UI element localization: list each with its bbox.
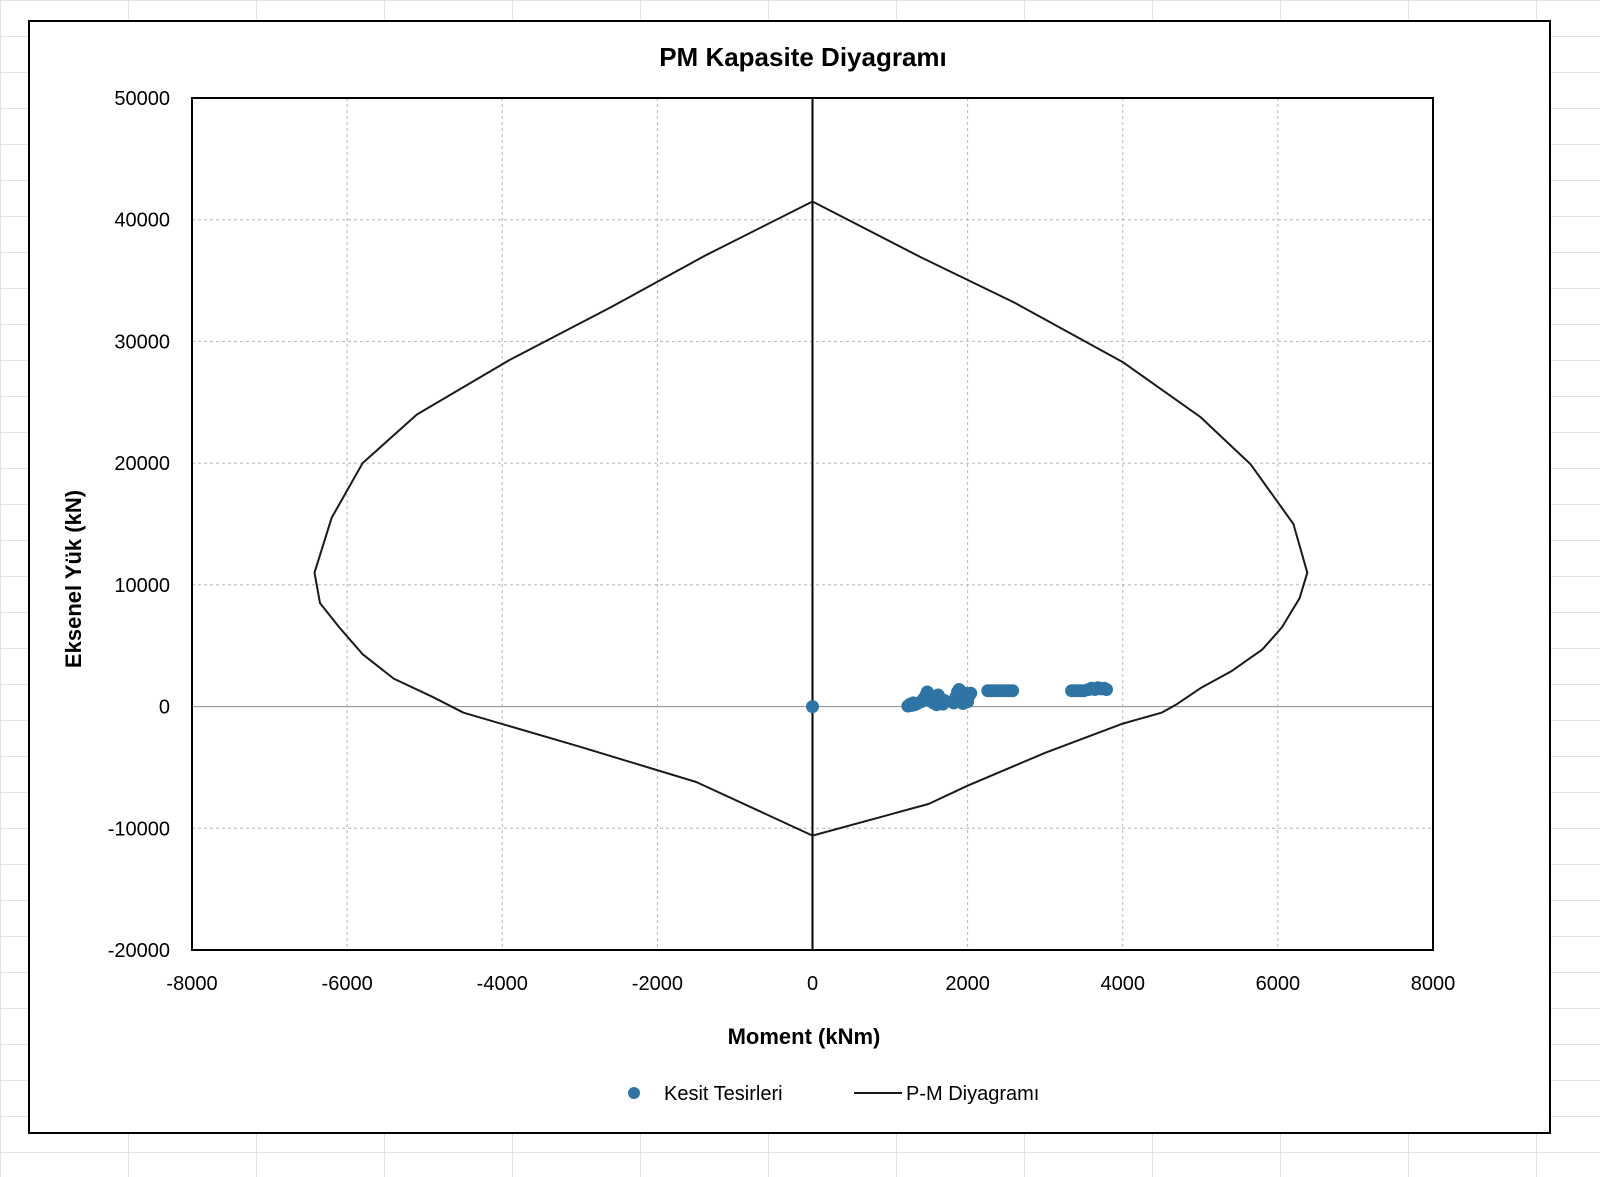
x-tick-label: 8000 [1411,973,1456,995]
plot-area-border [191,97,1434,951]
legend-label-kesit-tesirleri: Kesit Tesirleri [664,1083,783,1105]
scatter-point [1006,684,1020,698]
legend-label-pm-diyagrami: P-M Diyagramı [906,1083,1039,1105]
y-tick-label: 10000 [114,575,170,597]
x-tick-label: 6000 [1256,973,1301,995]
x-tick-label: 4000 [1101,973,1146,995]
scatter-point [964,686,978,700]
scatter-point [806,700,819,714]
y-tick-label: 20000 [114,453,170,475]
axis-lines [192,98,1433,950]
legend: Kesit Tesirleri P-M Diyagramı [628,1083,1039,1105]
y-tick-label: 30000 [114,331,170,353]
y-tick-label: 40000 [114,210,170,232]
plot-series [313,200,1309,837]
x-tick-label: -4000 [477,973,528,995]
chart-title: PM Kapasite Diyagramı [659,42,947,72]
y-tick-label: -10000 [108,818,170,840]
x-tick-labels: -8000 -6000 -4000 -2000 0 2000 4000 6000 8000 [166,973,1455,995]
y-tick-label: 0 [159,697,170,719]
chart-svg: PM Kapasite Diyagramı 500004000030000200… [61,42,1455,1105]
x-tick-label: 0 [807,973,818,995]
x-tick-label: -8000 [166,973,217,995]
chart-frame: PM Kapasite Diyagramı 50000 40000 30000 200… [28,20,1551,1134]
y-tick-labels: 50000 40000 30000 20000 10000 0 -10000 -20000 [108,88,170,962]
x-tick-label: -6000 [322,973,373,995]
scatter-point [1100,683,1113,696]
legend-marker-kesit-tesirleri [628,1087,640,1099]
x-axis-title: Moment (kNm) [728,1024,881,1049]
pm-diagram-line [313,200,1309,837]
x-tick-label: -2000 [632,973,683,995]
y-tick-label: -20000 [108,940,170,962]
x-tick-label: 2000 [945,973,990,995]
y-axis-title: Eksenel Yük (kN) [61,490,86,668]
y-tick-label: 50000 [114,88,170,110]
